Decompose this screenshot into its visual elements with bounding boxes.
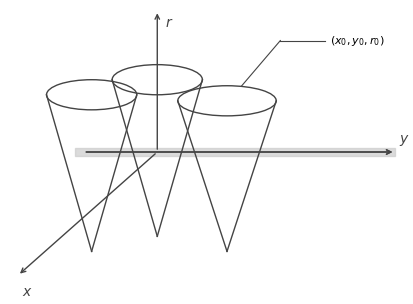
- Text: y: y: [399, 132, 408, 146]
- Text: x: x: [22, 285, 30, 299]
- Text: $(x_0, y_0, r_0)$: $(x_0, y_0, r_0)$: [330, 33, 384, 47]
- Bar: [75, 148, 395, 156]
- Text: r: r: [166, 16, 171, 30]
